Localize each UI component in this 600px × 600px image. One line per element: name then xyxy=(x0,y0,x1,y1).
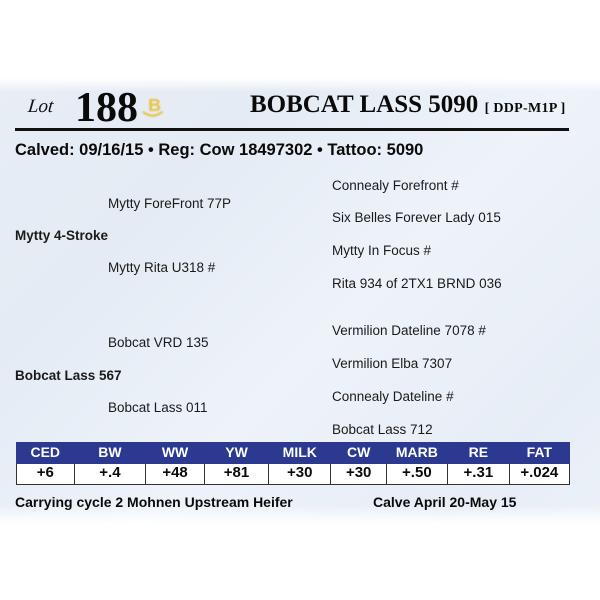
svg-text:B: B xyxy=(148,95,161,115)
